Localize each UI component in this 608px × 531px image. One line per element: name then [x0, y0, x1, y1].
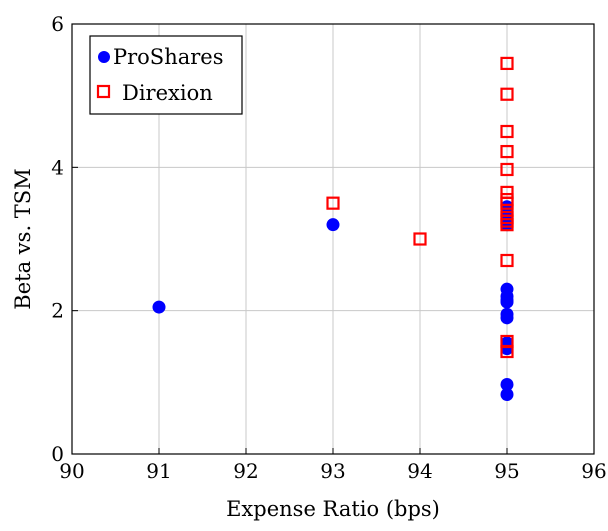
point-direxion: [500, 192, 514, 207]
point-direxion: [500, 214, 514, 228]
legend-marker-proshares: [98, 51, 110, 63]
point-direxion: [500, 87, 514, 101]
point-direxion: [326, 196, 340, 210]
point-proshares: [500, 200, 514, 214]
y-axis-label: Beta vs. TSM: [11, 168, 35, 309]
y-axis-ticks: 0 2 4 6: [51, 12, 78, 466]
x-axis-ticks: 90 91 92 93 94 95 96: [59, 448, 607, 483]
point-direxion: [500, 253, 514, 268]
point-proshares: [152, 300, 166, 314]
point-proshares: [500, 388, 514, 402]
y-tick-label: 2: [51, 299, 64, 323]
point-proshares: [500, 377, 514, 391]
x-tick-label: 95: [494, 459, 519, 483]
point-direxion: [500, 124, 514, 139]
x-tick-label: 91: [146, 459, 171, 483]
point-proshares: [500, 307, 514, 321]
x-tick-label: 94: [407, 459, 432, 483]
y-tick-label: 6: [51, 12, 64, 36]
point-direxion: [500, 334, 514, 349]
legend-label-direxion: Direxion: [122, 81, 213, 105]
point-direxion: [413, 232, 427, 246]
point-proshares: [326, 218, 340, 232]
y-tick-label: 4: [51, 155, 64, 179]
x-tick-label: 92: [233, 459, 258, 483]
data-points: [152, 56, 514, 402]
x-tick-label: 96: [581, 459, 606, 483]
point-direxion: [500, 185, 514, 200]
legend: ProShares Direxion: [89, 35, 243, 115]
y-tick-label: 0: [51, 442, 64, 466]
point-direxion: [500, 162, 514, 177]
point-proshares: [500, 282, 514, 296]
x-tick-label: 93: [320, 459, 345, 483]
point-direxion: [500, 144, 514, 159]
legend-box: [89, 35, 243, 115]
legend-label-proshares: ProShares: [113, 45, 224, 69]
x-axis-label: Expense Ratio (bps): [226, 497, 440, 521]
legend-marker-direxion: [96, 84, 111, 99]
x-tick-label: 90: [59, 459, 84, 483]
point-direxion: [500, 56, 514, 71]
